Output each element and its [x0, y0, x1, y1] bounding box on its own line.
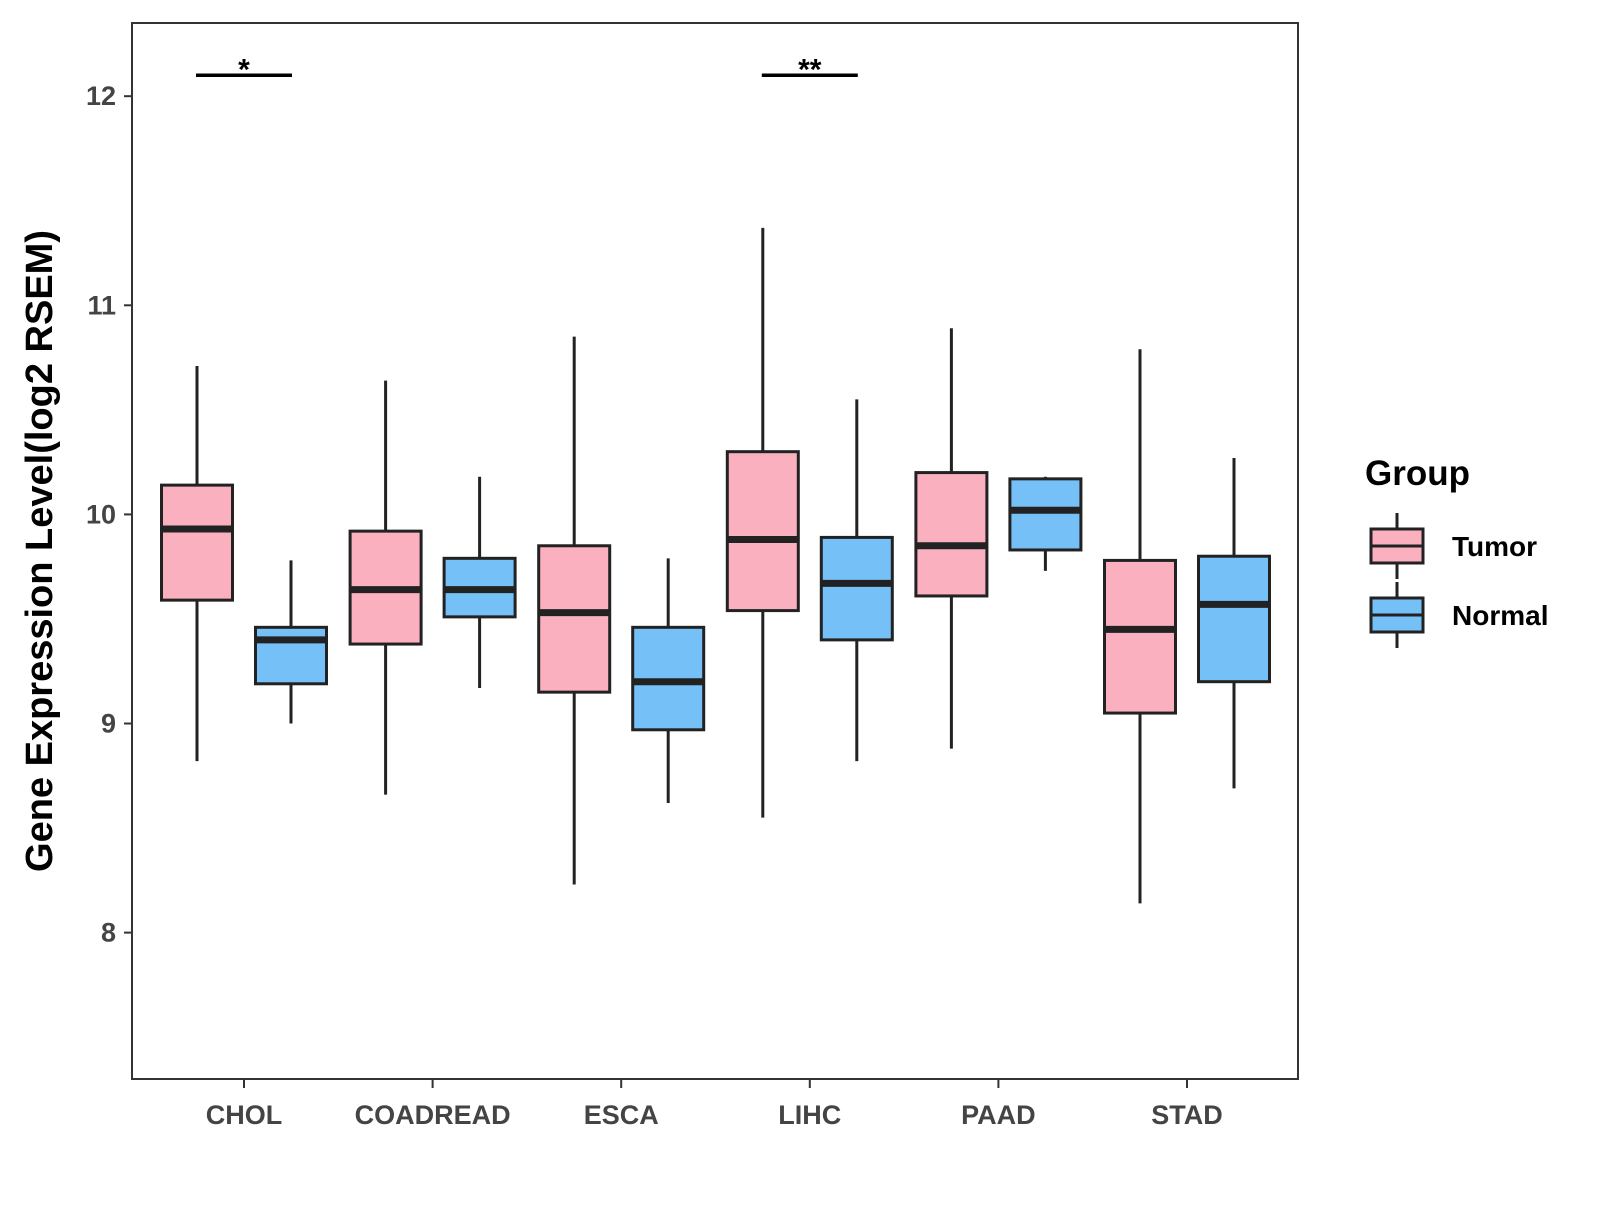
boxes-layer — [160, 227, 1271, 904]
x-tick-label-stad: STAD — [1151, 1100, 1223, 1130]
box-chol-tumor — [160, 365, 234, 762]
box-iqr — [819, 535, 894, 642]
box-esca-tumor — [537, 336, 612, 885]
y-tick-label: 11 — [87, 290, 116, 320]
legend-label-normal: Normal — [1452, 600, 1548, 631]
y-tick-label: 12 — [86, 81, 116, 111]
legend-title: Group — [1365, 454, 1470, 493]
box-stad-tumor — [1103, 349, 1177, 904]
y-tick-label: 10 — [86, 499, 116, 529]
box-coadread-normal — [442, 476, 517, 688]
box-lihc-tumor — [725, 227, 800, 818]
significance-label-lihc: ** — [798, 53, 822, 86]
significance-label-chol: * — [238, 53, 250, 86]
box-lihc-normal — [819, 399, 894, 762]
box-iqr — [1008, 477, 1083, 552]
y-tick-label: 9 — [101, 709, 116, 739]
box-esca-normal — [631, 558, 706, 803]
legend-label-tumor: Tumor — [1452, 531, 1537, 562]
legend: Group Tumor Normal — [1365, 454, 1548, 648]
box-coadread-tumor — [348, 380, 423, 795]
y-axis-title: Gene Expression Level(log2 RSEM) — [19, 230, 61, 872]
x-tick-label-lihc: LIHC — [778, 1100, 841, 1130]
box-iqr — [1197, 554, 1271, 684]
box-iqr — [914, 471, 989, 598]
x-tick-label-esca: ESCA — [584, 1100, 659, 1130]
legend-key-normal — [1369, 582, 1425, 648]
x-tick-label-coadread: COADREAD — [355, 1100, 511, 1130]
box-iqr — [160, 483, 234, 602]
box-stad-normal — [1197, 457, 1271, 789]
annotations-layer: * ** — [196, 53, 858, 86]
plot-panel — [131, 22, 1299, 1080]
y-tick-label: 8 — [101, 918, 116, 948]
box-iqr — [254, 625, 328, 686]
legend-key-tumor — [1369, 513, 1425, 579]
box-iqr — [1103, 558, 1177, 715]
box-paad-normal — [1008, 476, 1083, 571]
box-iqr — [725, 450, 800, 613]
x-tick-label-paad: PAAD — [961, 1100, 1036, 1130]
box-iqr — [537, 544, 612, 694]
box-chol-normal — [254, 560, 328, 724]
axes-layer: 8 9 10 11 12 CHOL COADREAD ESCA LIHC PAAD STAD — [86, 81, 1223, 1130]
box-paad-tumor — [914, 328, 989, 749]
x-tick-label-chol: CHOL — [206, 1100, 283, 1130]
